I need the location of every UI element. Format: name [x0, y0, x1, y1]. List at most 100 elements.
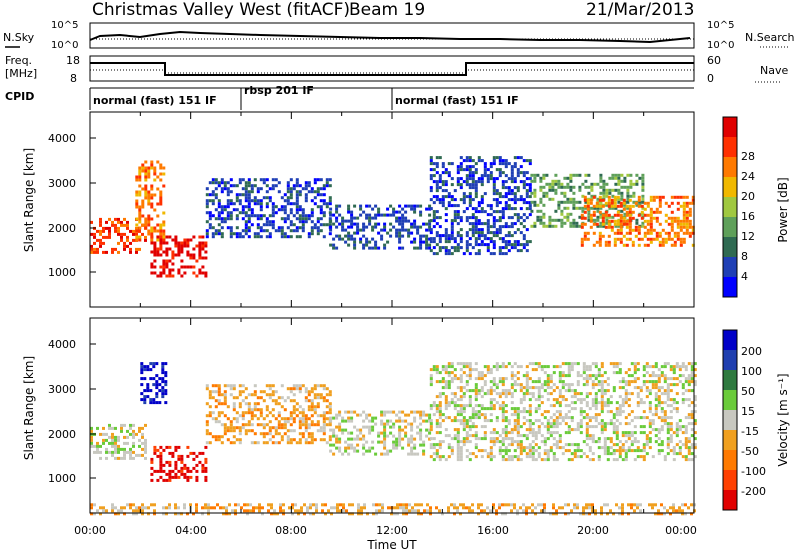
heatmap-cell — [627, 374, 631, 378]
heatmap-cell — [114, 223, 117, 227]
heatmap-cell — [156, 223, 160, 227]
heatmap-cell — [339, 503, 342, 507]
heatmap-cell — [286, 435, 290, 439]
heatmap-cell — [625, 210, 629, 214]
heatmap-cell — [607, 201, 611, 205]
heatmap-cell — [561, 446, 565, 450]
heatmap-cell — [338, 428, 342, 432]
heatmap-cell — [325, 223, 329, 227]
heatmap-cell — [374, 222, 378, 226]
heatmap-cell — [510, 177, 514, 181]
heatmap-cell — [168, 445, 172, 449]
heatmap-cell — [120, 456, 123, 460]
heatmap-cell — [516, 171, 520, 175]
heatmap-cell — [153, 445, 157, 449]
heatmap-cell — [492, 231, 496, 235]
heatmap-cell — [241, 426, 245, 430]
heatmap-cell — [477, 180, 481, 184]
heatmap-cell — [444, 395, 448, 399]
heatmap-cell — [156, 469, 160, 473]
heatmap-cell — [612, 413, 616, 417]
heatmap-cell — [453, 216, 457, 220]
heatmap-cell — [619, 225, 623, 229]
heatmap-cell — [268, 438, 272, 442]
heatmap-cell — [353, 449, 357, 453]
heatmap-cell — [404, 425, 408, 429]
heatmap-cell — [138, 178, 142, 182]
heatmap-cell — [570, 452, 574, 456]
heatmap-cell — [171, 253, 175, 257]
heatmap-cell — [528, 506, 531, 510]
heatmap-cell — [356, 225, 360, 229]
heatmap-cell — [684, 389, 688, 393]
heatmap-cell — [312, 512, 315, 516]
heatmap-cell — [368, 222, 372, 226]
heatmap-cell — [534, 437, 538, 441]
heatmap-cell — [428, 204, 432, 208]
heatmap-cell — [624, 434, 628, 438]
heatmap-cell — [642, 446, 646, 450]
heatmap-cell — [147, 166, 151, 170]
heatmap-cell — [383, 225, 387, 229]
heatmap-cell — [150, 229, 154, 233]
heatmap-cell — [522, 180, 526, 184]
heatmap-cell — [462, 425, 466, 429]
heatmap-cell — [510, 383, 514, 387]
heatmap-cell — [558, 434, 562, 438]
heatmap-cell — [632, 191, 636, 195]
heatmap-cell — [90, 441, 93, 445]
heatmap-cell — [348, 503, 351, 507]
heatmap-cell — [322, 211, 326, 215]
heatmap-cell — [477, 243, 481, 247]
heatmap-cell — [641, 185, 645, 189]
x-tick-5: 20:00 — [577, 524, 609, 537]
heatmap-cell — [621, 431, 625, 435]
heatmap-cell — [546, 452, 550, 456]
heatmap-cell — [504, 392, 508, 396]
heatmap-cell — [549, 386, 553, 390]
heatmap-cell — [621, 380, 625, 384]
heatmap-cell — [205, 187, 209, 191]
heatmap-cell — [507, 216, 511, 220]
heatmap-cell — [492, 404, 496, 408]
heatmap-cell — [262, 229, 266, 233]
heatmap-cell — [528, 455, 532, 459]
heatmap-cell — [250, 214, 254, 218]
heatmap-cell — [220, 208, 224, 212]
heatmap-cell — [204, 475, 208, 479]
heatmap-cell — [325, 184, 329, 188]
heatmap-cell — [600, 386, 604, 390]
heatmap-cell — [651, 365, 655, 369]
heatmap-cell — [666, 383, 670, 387]
heatmap-cell — [159, 178, 163, 182]
heatmap-cell — [262, 417, 266, 421]
heatmap-cell — [192, 466, 196, 470]
heatmap-cell — [447, 249, 451, 253]
heatmap-cell — [156, 229, 160, 233]
heatmap-cell — [165, 274, 169, 278]
heatmap-cell — [447, 237, 451, 241]
heatmap-cell — [684, 431, 688, 435]
heatmap-cell — [298, 417, 302, 421]
heatmap-cell — [155, 386, 159, 390]
heatmap-cell — [401, 225, 405, 229]
heatmap-cell — [625, 219, 629, 223]
heatmap-cell — [297, 509, 300, 513]
heatmap-cell — [274, 441, 278, 445]
heatmap-cell — [310, 408, 314, 412]
heatmap-cell — [617, 200, 621, 204]
heatmap-cell — [270, 503, 273, 507]
heatmap-cell — [256, 408, 260, 412]
heatmap-cell — [313, 384, 317, 388]
heatmap-cell — [519, 386, 523, 390]
heatmap-cell — [546, 398, 550, 402]
heatmap-cell — [510, 192, 514, 196]
heatmap-cell — [630, 443, 634, 447]
heatmap-cell — [322, 223, 326, 227]
heatmap-cell — [633, 386, 637, 390]
heatmap-cell — [150, 238, 154, 242]
heatmap-cell — [301, 208, 305, 212]
heatmap-cell — [274, 229, 278, 233]
heatmap-cell — [205, 384, 209, 388]
